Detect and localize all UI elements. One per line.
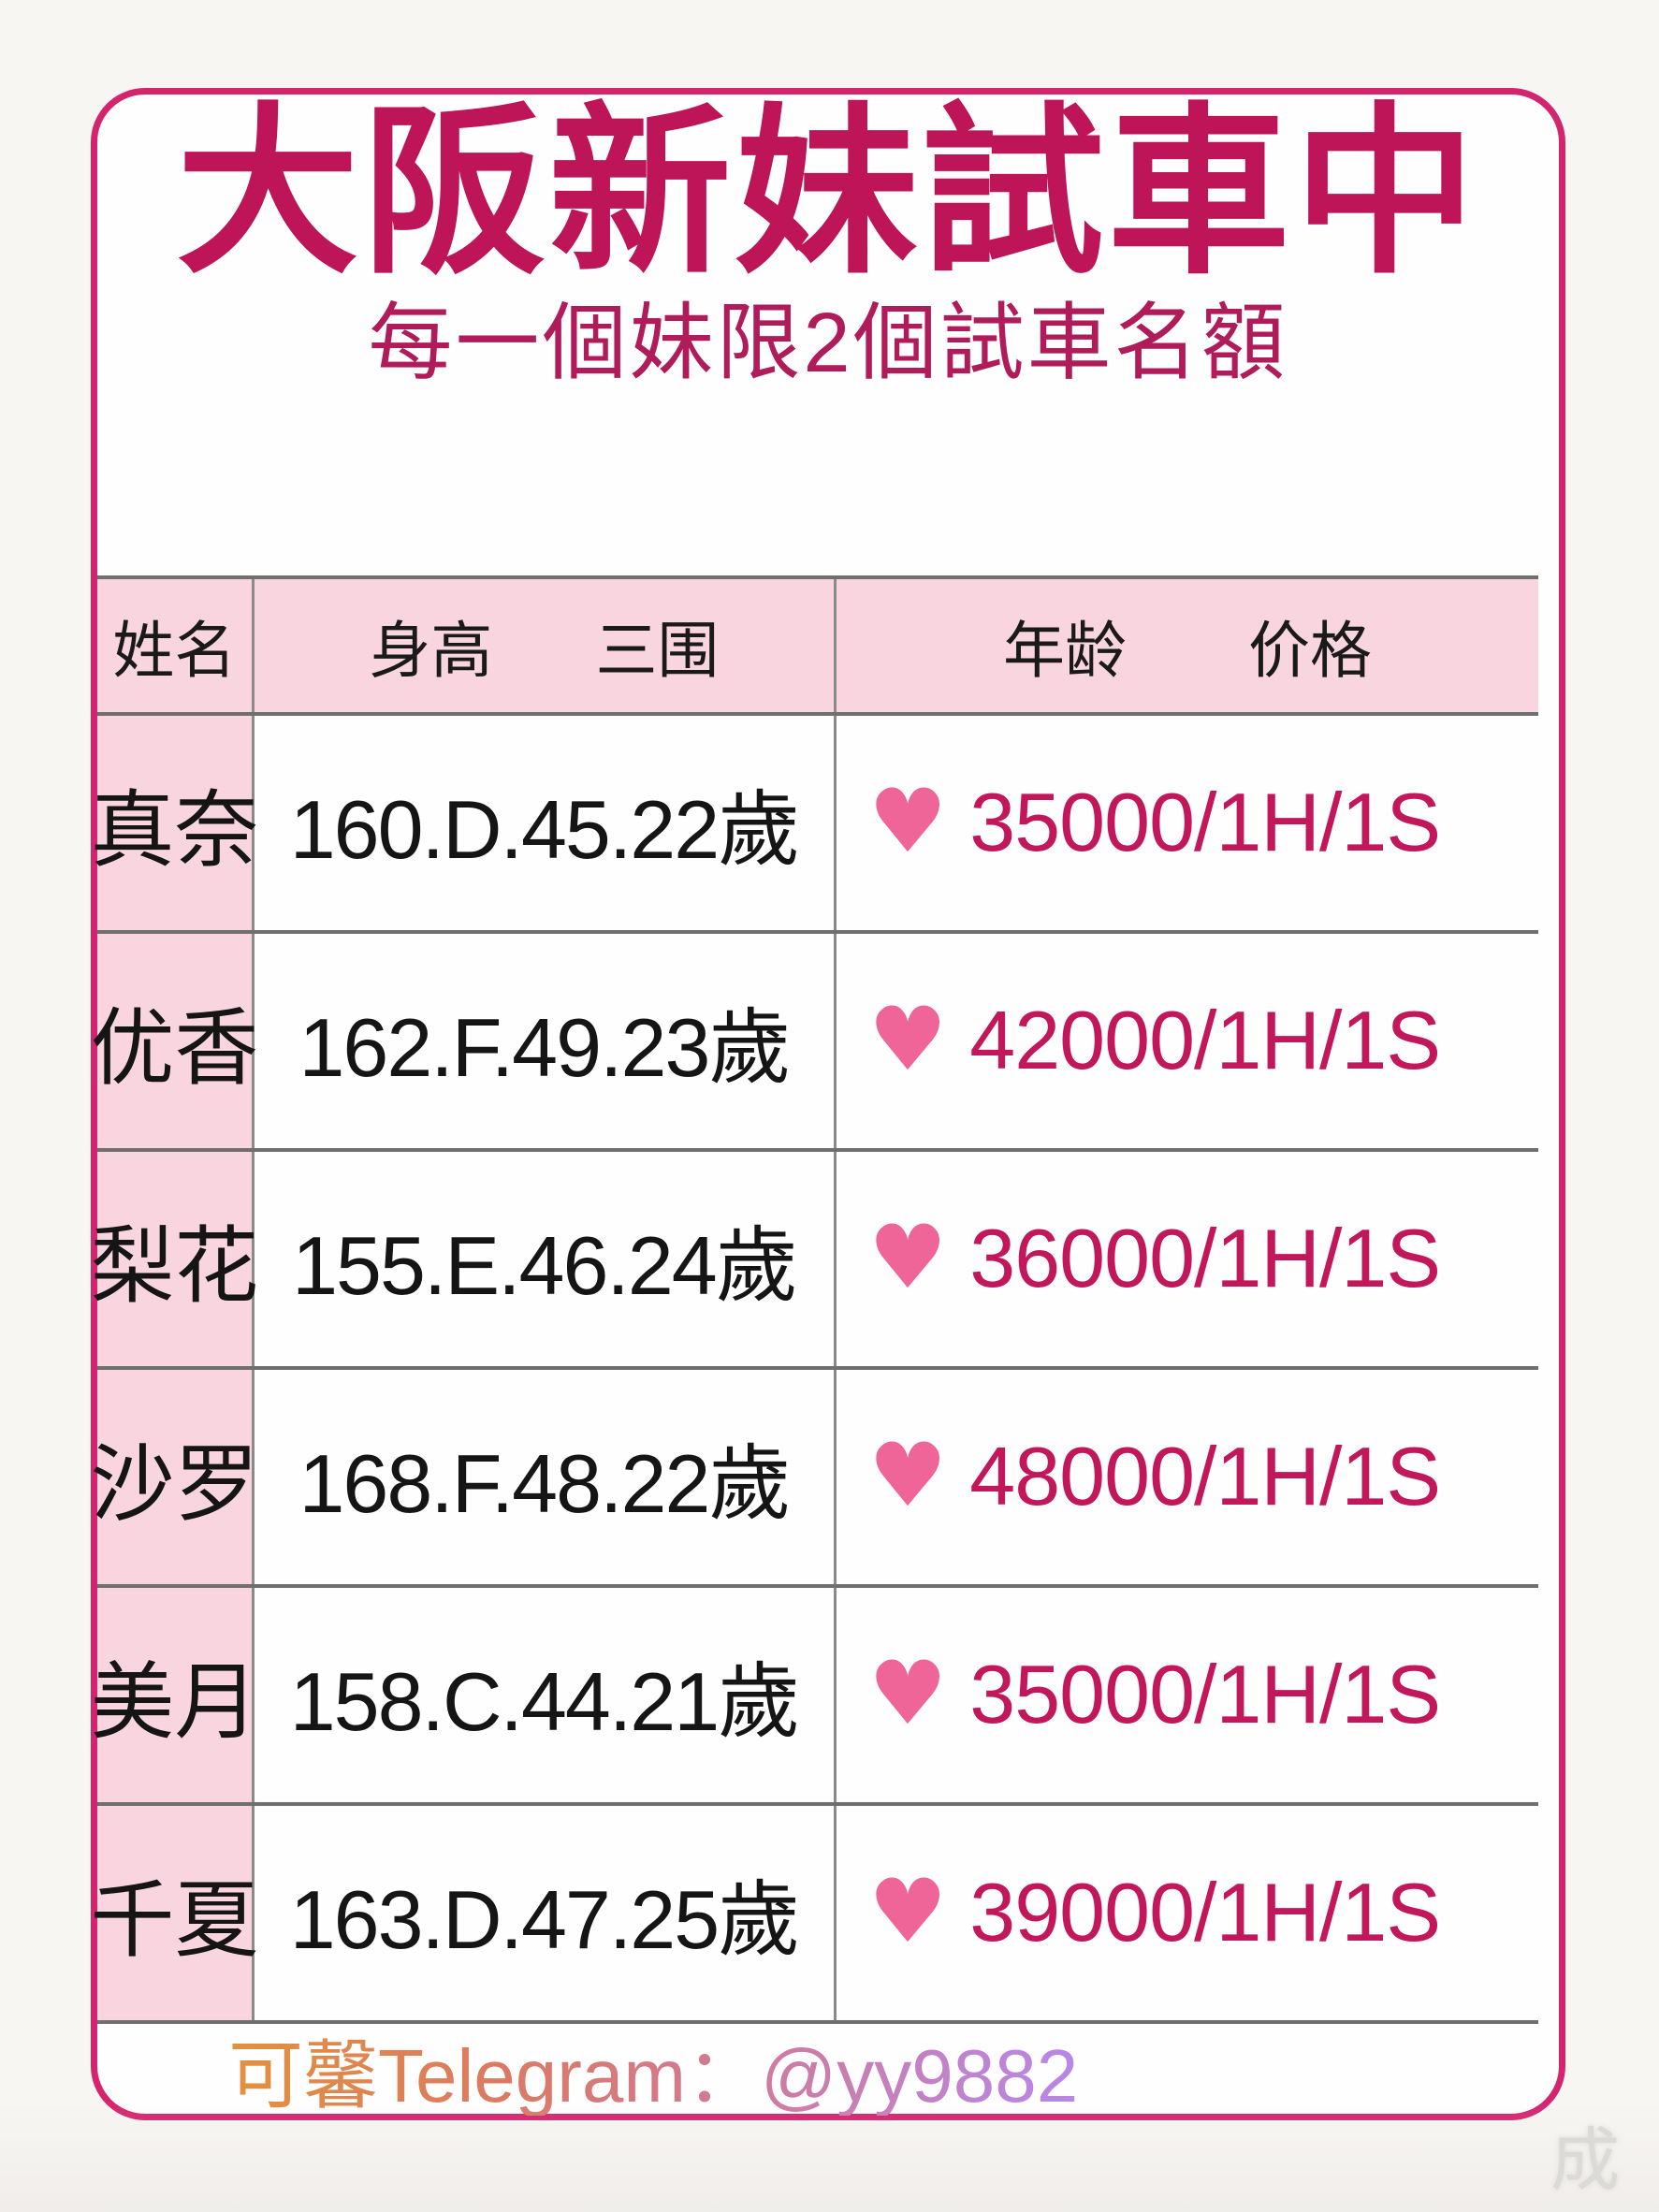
girl-stats: 168.F.48.22歲 <box>255 1369 837 1584</box>
header-label-height: 身高 <box>369 615 493 685</box>
girl-stats: 158.C.44.21歲 <box>255 1587 837 1802</box>
watermark: 成 <box>1550 2121 1620 2199</box>
header-name-column: 姓名 <box>97 578 255 712</box>
girl-name: 优香 <box>90 933 258 1148</box>
header-label-name: 姓名 <box>112 615 237 685</box>
girl-price-cell: ♥ 39000/1H/1S <box>837 1806 1538 2020</box>
table-row: 真奈 160.D.45.22歲 ♥ 35000/1H/1S <box>90 715 1538 934</box>
table-row: 千夏 163.D.47.25歲 ♥ 39000/1H/1S <box>90 1805 1538 2024</box>
header-label-price: 价格 <box>1248 615 1372 685</box>
table-row: 梨花 155.E.46.24歲 ♥ 36000/1H/1S <box>90 1151 1538 1370</box>
header-label-measurements: 三围 <box>595 615 720 685</box>
heart-icon: ♥ <box>868 1861 948 1963</box>
girl-price-cell: ♥ 42000/1H/1S <box>837 934 1538 1148</box>
heart-icon: ♥ <box>868 1207 948 1309</box>
girl-price: 42000/1H/1S <box>969 994 1441 1086</box>
heart-icon: ♥ <box>868 989 948 1091</box>
girl-name: 真奈 <box>90 715 258 930</box>
poster-subtitle: 每一個妹限2個試車名額 <box>368 297 1288 390</box>
girl-stats: 160.D.45.22歲 <box>255 715 837 930</box>
girl-price: 35000/1H/1S <box>969 776 1441 868</box>
girl-price-cell: ♥ 35000/1H/1S <box>837 1588 1538 1802</box>
girl-name: 梨花 <box>90 1151 258 1366</box>
girl-price: 48000/1H/1S <box>969 1430 1441 1522</box>
girl-name: 美月 <box>90 1587 258 1802</box>
table-row: 沙罗 168.F.48.22歲 ♥ 48000/1H/1S <box>90 1369 1538 1588</box>
girl-name: 千夏 <box>90 1805 258 2020</box>
girl-price: 36000/1H/1S <box>969 1212 1441 1304</box>
header-price-column: 年龄 价格 <box>837 579 1538 712</box>
girl-price: 35000/1H/1S <box>969 1648 1441 1740</box>
girl-name: 沙罗 <box>90 1369 258 1584</box>
poster-card: 大阪新妹試車中 每一個妹限2個試車名額 姓名 身高 三围 年龄 价格 真奈 16… <box>90 88 1565 2120</box>
header-label-age: 年龄 <box>1003 615 1127 685</box>
table-row: 优香 162.F.49.23歲 ♥ 42000/1H/1S <box>90 933 1538 1152</box>
girls-table: 姓名 身高 三围 年龄 价格 真奈 160.D.45.22歲 ♥ 35000/1… <box>90 575 1538 2024</box>
girl-price: 39000/1H/1S <box>969 1866 1441 1958</box>
girl-stats: 163.D.47.25歲 <box>255 1805 837 2020</box>
header-stats-column: 身高 三围 <box>255 578 837 712</box>
poster-title: 大阪新妹試車中 <box>176 94 1480 296</box>
girl-price-cell: ♥ 36000/1H/1S <box>837 1152 1538 1366</box>
table-header-row: 姓名 身高 三围 年龄 价格 <box>97 578 1538 716</box>
heart-icon: ♥ <box>868 1425 948 1527</box>
heart-icon: ♥ <box>868 1643 948 1745</box>
contact-footer: 可馨Telegram：@yy9882 <box>228 2033 1079 2117</box>
girl-stats: 155.E.46.24歲 <box>255 1151 837 1366</box>
heart-icon: ♥ <box>868 771 948 873</box>
girl-price-cell: ♥ 35000/1H/1S <box>837 716 1538 930</box>
girl-stats: 162.F.49.23歲 <box>255 933 837 1148</box>
table-row: 美月 158.C.44.21歲 ♥ 35000/1H/1S <box>90 1587 1538 1806</box>
girl-price-cell: ♥ 48000/1H/1S <box>837 1370 1538 1584</box>
